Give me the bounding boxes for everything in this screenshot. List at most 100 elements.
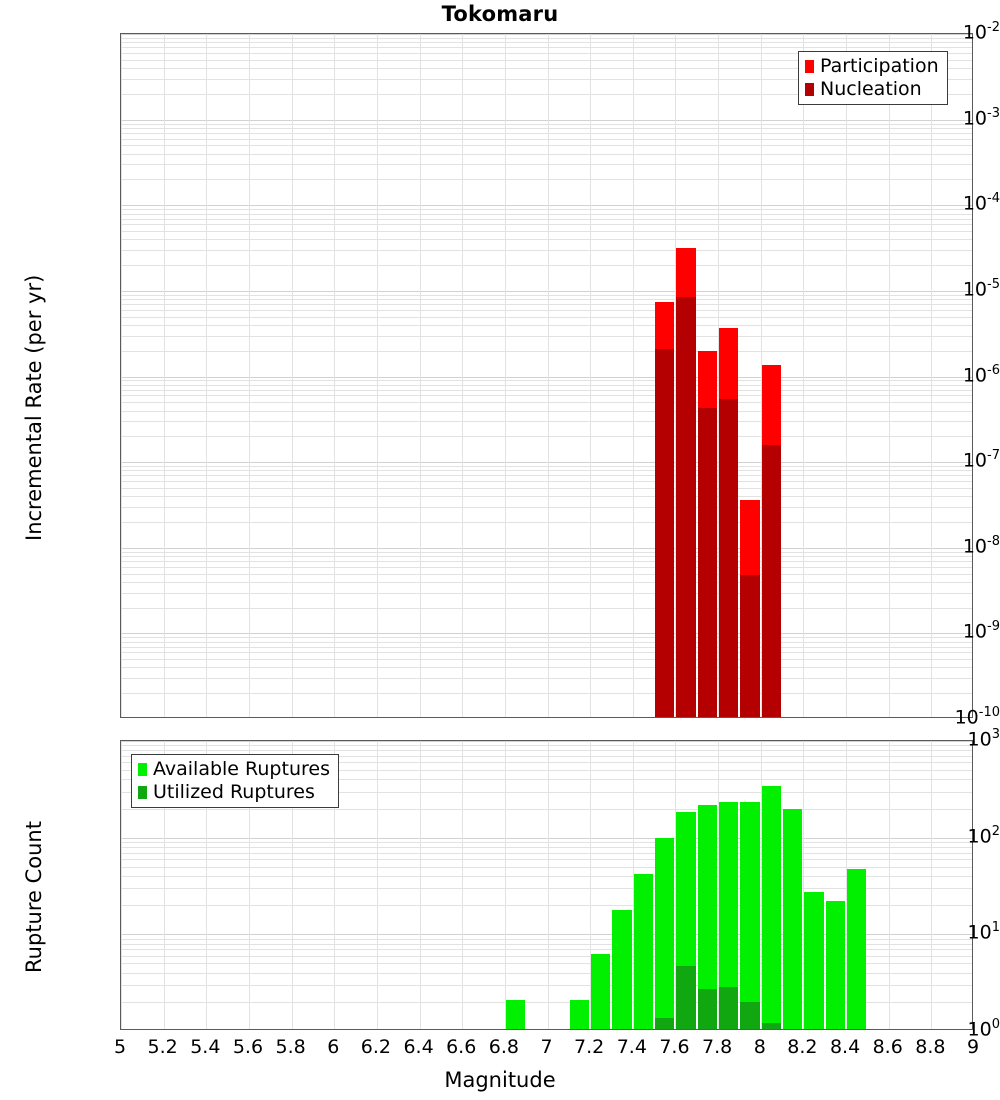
grid-line (121, 395, 972, 397)
grid-line (121, 859, 972, 861)
page-title: Tokomaru (441, 2, 559, 26)
grid-line (121, 179, 972, 181)
available-ruptures-bar (847, 869, 867, 1029)
grid-line (803, 741, 805, 1029)
available-ruptures-bar (825, 901, 846, 1029)
grid-line (121, 750, 972, 752)
grid-line (121, 475, 972, 477)
grid-line (121, 316, 972, 318)
x-tick-label: 8.2 (787, 1036, 818, 1058)
grid-line (121, 52, 972, 54)
grid-line (121, 678, 972, 680)
rupture-count-plot (120, 740, 973, 1030)
grid-line (121, 646, 972, 648)
grid-line (121, 138, 972, 140)
grid-line (121, 581, 972, 583)
grid-line (121, 741, 972, 742)
grid-line (121, 641, 972, 643)
grid-line (121, 59, 972, 61)
bottom-y-axis-label: Rupture Count (22, 821, 46, 973)
y-tick-label: 10-8 (962, 533, 1000, 558)
y-tick-label: 10-10 (954, 705, 1000, 729)
x-tick-label: 9 (966, 1036, 980, 1058)
grid-line (121, 209, 972, 211)
grid-line (121, 34, 972, 35)
grid-line (121, 299, 972, 301)
y-tick-label: 100 (967, 1017, 1000, 1041)
incremental-rate-plot (120, 33, 973, 718)
grid-line (121, 791, 972, 793)
grid-line (121, 231, 972, 233)
grid-line (334, 741, 336, 1029)
grid-line (121, 566, 972, 568)
grid-line (291, 34, 293, 717)
x-tick-label: 7.6 (659, 1036, 690, 1058)
grid-line (121, 34, 122, 717)
grid-line (121, 561, 972, 562)
incremental-rate-legend: Participation Nucleation (798, 51, 948, 105)
grid-line (121, 984, 972, 986)
grid-line (121, 949, 972, 951)
grid-line (121, 132, 972, 134)
grid-line (121, 224, 972, 226)
grid-line (121, 573, 972, 575)
y-tick-label: 10-9 (962, 619, 1000, 643)
x-tick-label: 6.8 (488, 1036, 519, 1058)
y-tick-label: 10-6 (962, 362, 1000, 386)
x-tick-label: 7.8 (701, 1036, 733, 1058)
x-tick-label: 8.6 (872, 1036, 903, 1058)
grid-line (206, 741, 208, 1029)
grid-line (121, 842, 972, 844)
available-ruptures-bar (783, 808, 803, 1029)
legend-label: Nucleation (820, 78, 922, 100)
nucleation-bar (676, 297, 696, 717)
x-tick-label: 5.4 (190, 1036, 221, 1058)
grid-line (121, 837, 972, 839)
x-axis-label: Magnitude (444, 1068, 556, 1092)
grid-line (419, 34, 421, 717)
grid-line (462, 34, 464, 717)
grid-line (121, 481, 972, 483)
nucleation-bar (761, 445, 782, 717)
participation-swatch (805, 60, 814, 73)
grid-line (121, 943, 972, 945)
grid-line (163, 34, 165, 717)
grid-line (675, 741, 677, 1029)
grid-line (121, 309, 972, 311)
grid-line (121, 755, 972, 757)
grid-line (121, 294, 972, 296)
legend-label: Utilized Ruptures (153, 781, 315, 803)
grid-line (376, 34, 378, 717)
grid-line (121, 762, 972, 764)
grid-line (121, 470, 972, 472)
x-tick-label: 6.6 (446, 1036, 477, 1058)
nucleation-swatch (805, 83, 814, 96)
legend-label: Participation (820, 55, 939, 77)
grid-line (121, 78, 972, 80)
grid-line (121, 745, 972, 747)
available-ruptures-bar (804, 892, 824, 1029)
grid-line (121, 633, 972, 635)
grid-line (121, 324, 972, 326)
grid-line (121, 779, 972, 781)
grid-line (121, 218, 972, 220)
y-tick-label: 10-2 (962, 20, 1000, 44)
grid-line (121, 239, 972, 241)
nucleation-bar (719, 398, 739, 717)
available-ruptures-bar (740, 802, 760, 1029)
y-tick-label: 10-5 (962, 276, 1000, 301)
x-tick-label: 8.8 (915, 1036, 946, 1058)
grid-line (462, 741, 464, 1029)
grid-line (334, 34, 336, 717)
utilized-swatch (138, 786, 147, 799)
grid-line (121, 350, 972, 352)
rupture-count-legend: Available Ruptures Utilized Ruptures (131, 754, 339, 808)
grid-line (121, 693, 972, 695)
x-tick-label: 6.2 (360, 1036, 391, 1058)
nucleation-bar (697, 407, 718, 717)
grid-line (121, 487, 972, 489)
grid-line (121, 462, 972, 464)
grid-line (846, 741, 848, 1029)
available-swatch (138, 763, 147, 776)
